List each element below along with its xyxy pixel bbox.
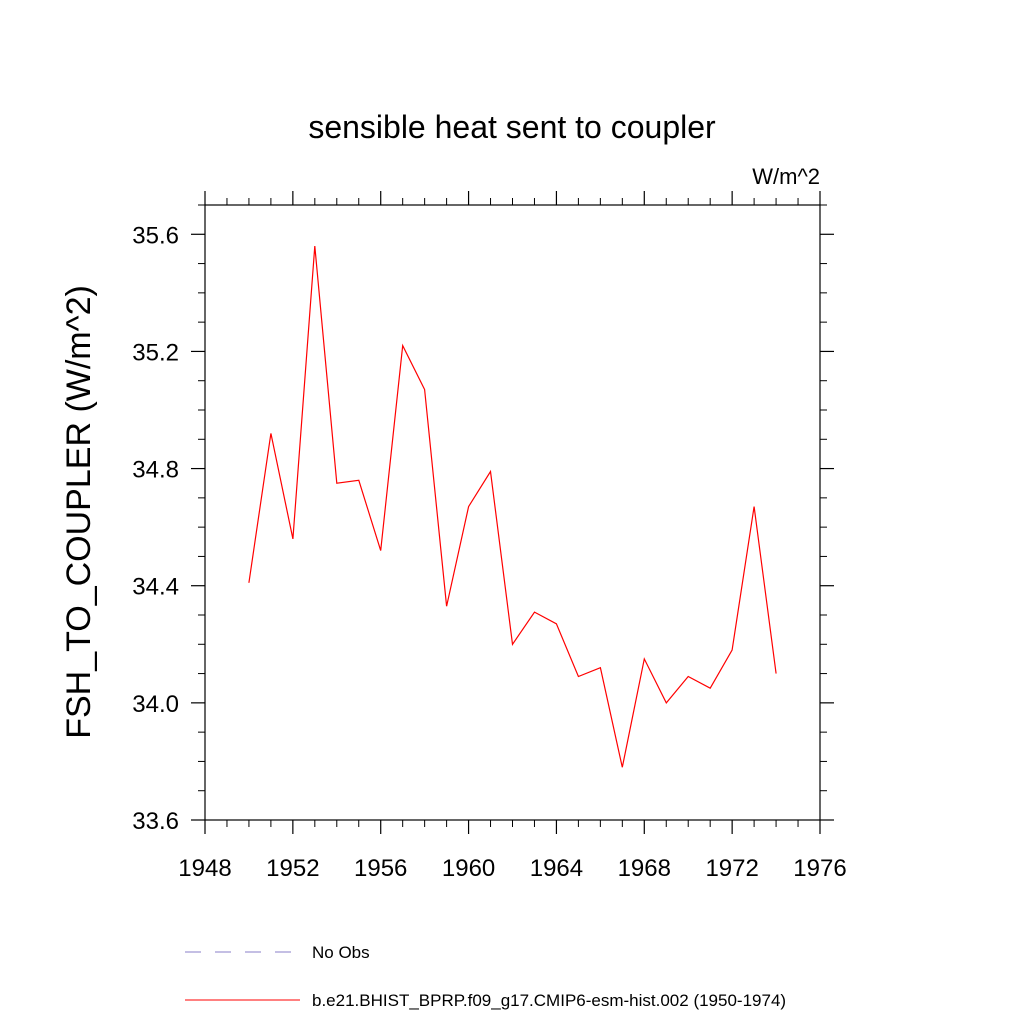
x-tick-label: 1956 <box>354 855 407 882</box>
x-tick-label: 1948 <box>178 855 231 882</box>
x-tick-label: 1964 <box>530 855 583 882</box>
y-tick-label: 34.4 <box>132 574 179 601</box>
x-tick-label: 1960 <box>442 855 495 882</box>
axis-tick-labels: 1948 1952 1956 1960 1964 1968 1972 1976 33.6 34.0… <box>132 222 846 882</box>
x-tick-label: 1952 <box>266 855 319 882</box>
y-tick-label: 35.6 <box>132 222 179 249</box>
x-tick-label: 1976 <box>793 855 846 882</box>
plot-frame <box>204 204 821 821</box>
x-tick-label: 1968 <box>618 855 671 882</box>
legend-label: b.e21.BHIST_BPRP.f09_g17.CMIP6-esm-hist.… <box>312 991 786 1010</box>
y-tick-label: 33.6 <box>132 808 179 835</box>
axis-ticks <box>191 191 834 834</box>
y-tick-label: 34.0 <box>132 691 179 718</box>
y-axis-label: FSH_TO_COUPLER (W/m^2) <box>60 285 98 739</box>
chart-title: sensible heat sent to coupler <box>308 109 716 145</box>
data-series <box>248 245 777 768</box>
y-tick-label: 35.2 <box>132 339 179 366</box>
legend-label: No Obs <box>312 943 370 962</box>
y-tick-label: 34.8 <box>132 457 179 484</box>
units-label: W/m^2 <box>752 164 820 189</box>
legend: No Obs b.e21.BHIST_BPRP.f09_g17.CMIP6-esm… <box>185 943 786 1010</box>
series-line <box>248 245 777 768</box>
x-tick-label: 1972 <box>705 855 758 882</box>
